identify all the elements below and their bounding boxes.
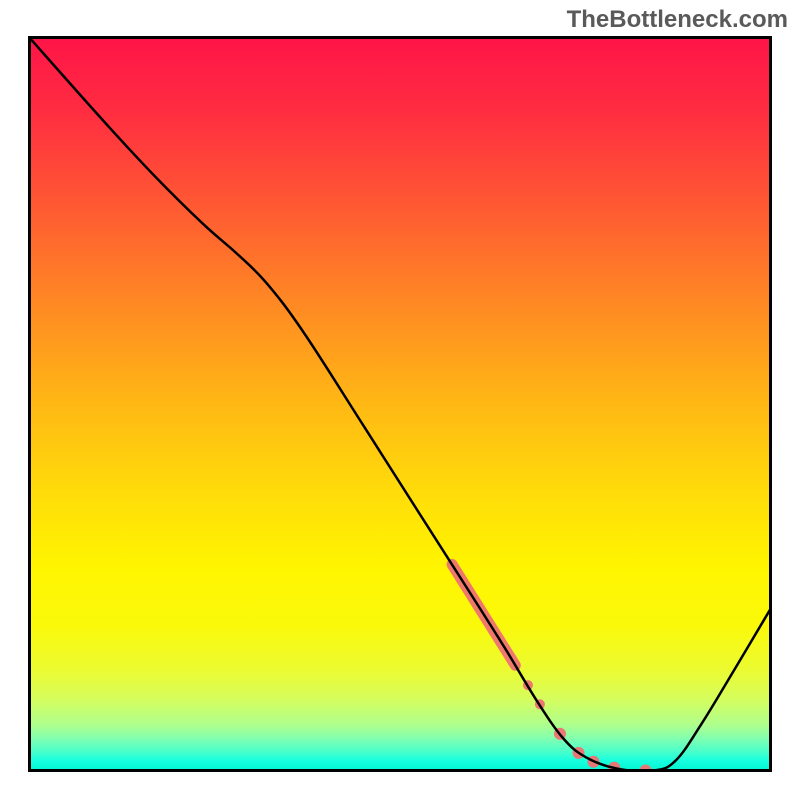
bottleneck-chart: [28, 36, 772, 772]
watermark-text: TheBottleneck.com: [567, 6, 788, 34]
chart-svg: [28, 36, 772, 772]
